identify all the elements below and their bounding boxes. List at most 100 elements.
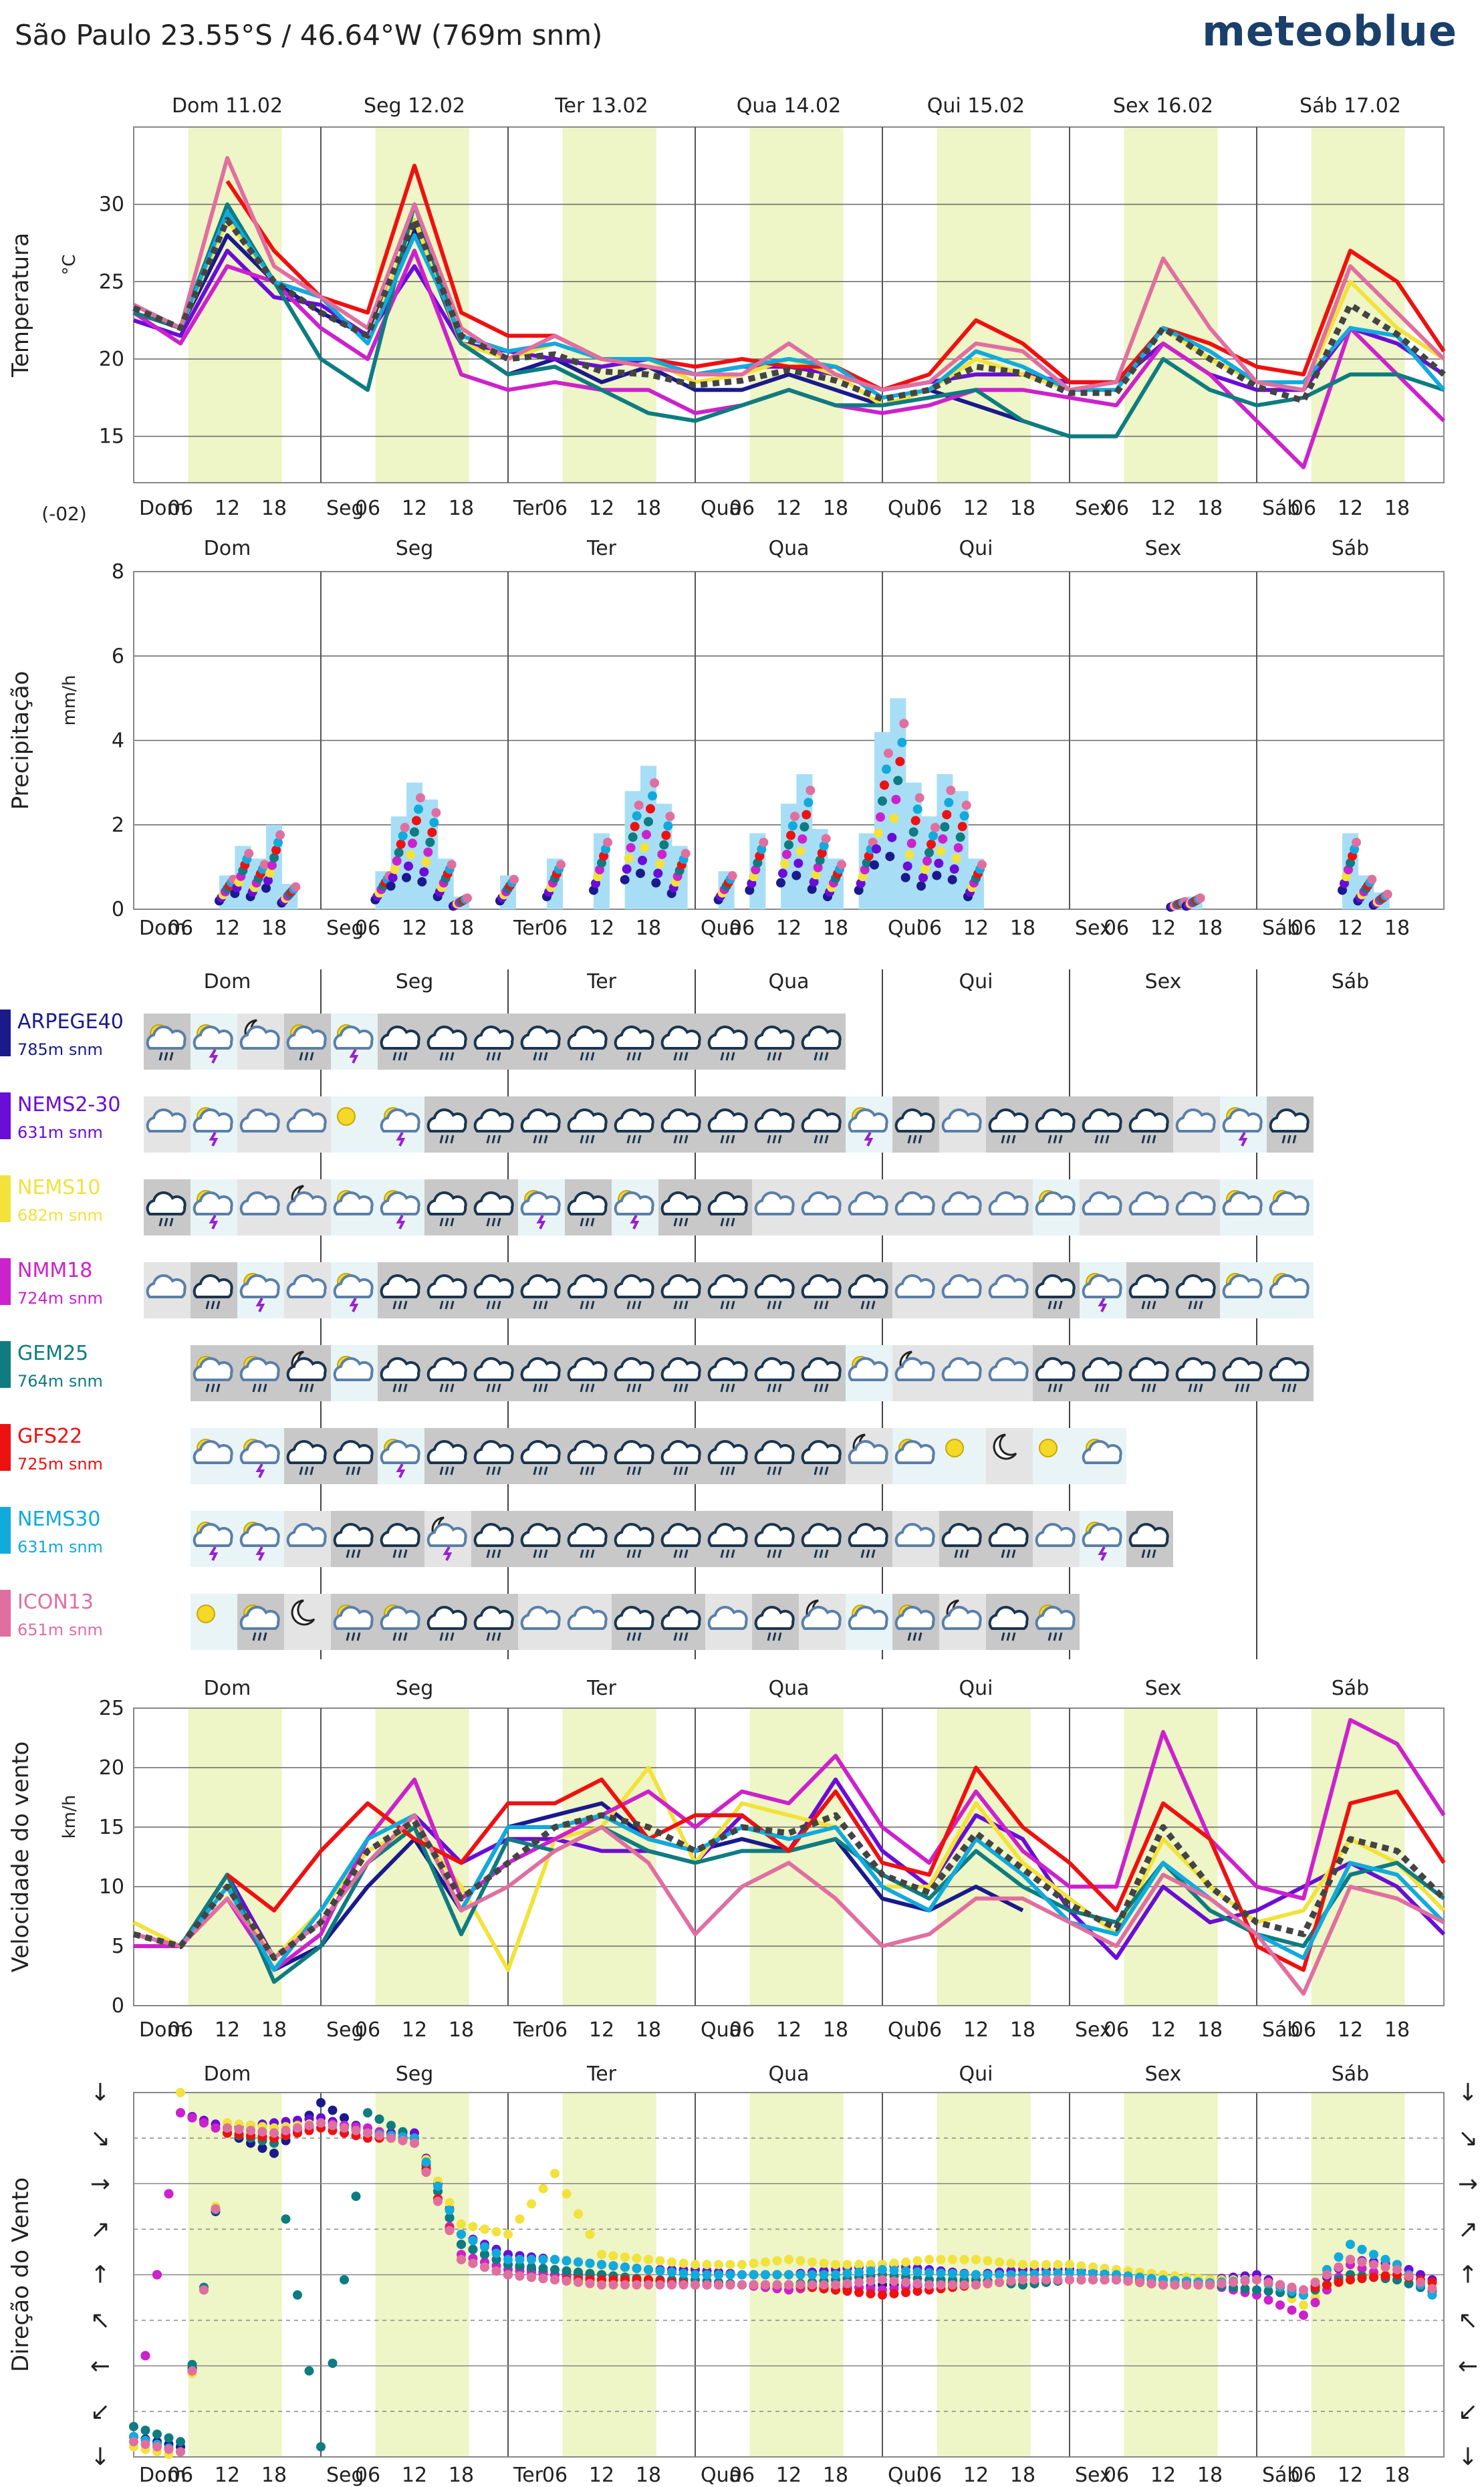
cloud-icon [801, 1108, 842, 1133]
rain-drop-icon [767, 1632, 771, 1641]
cloud-rain-icon [754, 1522, 795, 1558]
direction-dot-arpege40 [328, 2105, 338, 2115]
direction-dot-icon13 [1100, 2275, 1110, 2285]
rain-drop-icon [304, 1466, 309, 1475]
series-line-mean [132, 1812, 1447, 1962]
rain-drop-icon [392, 1632, 397, 1641]
cloud-icon [707, 1191, 748, 1215]
cloud-icon [988, 1108, 1029, 1133]
direction-dot-nems30 [948, 2268, 957, 2278]
precip-model-dot [949, 864, 959, 874]
precip-model-dot [657, 849, 667, 859]
x-hour-tick: 18 [636, 917, 661, 940]
day-label: Seg [396, 537, 434, 560]
rain-drop-icon [486, 1135, 491, 1144]
cloud-rain-icon [380, 1274, 420, 1310]
direction-dot-icon13 [632, 2280, 642, 2290]
precip-model-dot [793, 858, 803, 868]
rain-drop-icon [673, 1632, 678, 1641]
direction-dot-arpege40 [257, 2143, 267, 2153]
precip-model-dot [803, 798, 814, 808]
x-hour-tick: 06 [729, 2464, 755, 2487]
rain-drop-icon [445, 1632, 449, 1641]
cloud-icon [286, 1025, 327, 1050]
rain-drop-icon [959, 1549, 964, 1558]
rain-drop-icon [585, 1217, 590, 1227]
direction-dot-nems30 [854, 2267, 864, 2277]
cloud-icon [193, 1108, 233, 1133]
sun-cloud-icon [333, 1356, 374, 1381]
direction-dot-nems30 [632, 2264, 642, 2274]
direction-arrow-left: ↓ [90, 2444, 110, 2471]
precip-model-dot [936, 846, 946, 856]
direction-dot-icon13 [293, 2123, 302, 2133]
direction-dot-gem25 [293, 2290, 302, 2300]
direction-dot-nems10 [1299, 2300, 1308, 2310]
series-line-mean [132, 217, 1446, 404]
precip-model-dot [918, 872, 928, 882]
cloud-icon [660, 1522, 701, 1547]
lightning-icon [209, 1214, 219, 1229]
direction-dot-icon13 [246, 2125, 255, 2135]
direction-dot-nems10 [959, 2254, 969, 2264]
day-label: Ter [586, 537, 617, 560]
rain-drop-icon [678, 1135, 683, 1144]
x-hour-tick: 18 [823, 917, 848, 940]
direction-dot-gfs22 [901, 2287, 910, 2297]
rain-drop-icon [398, 1383, 402, 1393]
lightning-icon [630, 1214, 640, 1229]
cloud-rain-icon [426, 1356, 467, 1393]
direction-dot-icon13 [1158, 2280, 1168, 2290]
rain-drop-icon [824, 1052, 829, 1061]
direction-dot-nmm18 [152, 2270, 162, 2280]
precip-model-dot [431, 808, 441, 818]
x-hour-tick: 06 [168, 917, 193, 940]
cloud-icon [286, 1439, 327, 1464]
rain-drop-icon [450, 1300, 455, 1310]
precip-model-dot [922, 856, 932, 866]
rain-drop-icon [392, 1300, 397, 1310]
x-hour-tick: 12 [589, 2464, 614, 2487]
precip-model-dot [636, 868, 645, 878]
cloud-icon [286, 1356, 327, 1381]
precip-model-dot [885, 852, 895, 862]
rain-drop-icon [1292, 1383, 1297, 1393]
x-hour-tick: 18 [1010, 497, 1035, 520]
precip-model-dot [784, 840, 793, 850]
y-axis-unit: mm/h [59, 675, 80, 726]
precip-model-dot [640, 842, 649, 852]
direction-dot-gem25 [457, 2240, 466, 2250]
cloud-icon [239, 1605, 280, 1630]
direction-dot-nems10 [924, 2254, 934, 2264]
direction-dot-nems30 [678, 2268, 689, 2278]
precip-model-dot [404, 861, 413, 871]
moon-icon [291, 1599, 316, 1626]
rain-drop-icon [585, 1300, 590, 1310]
sun-cloud-icon [1082, 1439, 1122, 1464]
rain-drop-icon [731, 1300, 735, 1310]
x-day-tick: Seg [326, 2018, 364, 2042]
rain-drop-icon [543, 1300, 548, 1310]
cloud-icon [754, 1191, 795, 1215]
x-hour-tick: 18 [636, 497, 661, 520]
sun-cloud-rain-icon [286, 1024, 327, 1061]
direction-dot-arpege40 [340, 2113, 349, 2123]
x-day-tick: Sex [1075, 2018, 1112, 2042]
day-label: Sex [1145, 970, 1182, 993]
cloud-icon [707, 1605, 748, 1630]
rain-drop-icon [445, 1300, 449, 1310]
rain-drop-icon [684, 1549, 689, 1558]
cloud-icon [894, 1274, 935, 1298]
day-label: Seg [396, 2062, 434, 2086]
precip-model-dot [620, 874, 630, 884]
x-day-tick: Qua [701, 2464, 741, 2487]
rain-drop-icon [299, 1052, 303, 1061]
cloud-icon [567, 1439, 608, 1464]
rain-drop-icon [918, 1135, 922, 1144]
moon-cloud-rain-icon [286, 1350, 327, 1393]
rain-drop-icon [965, 1549, 969, 1558]
precip-model-dot [895, 757, 905, 767]
rain-drop-icon [678, 1052, 683, 1061]
rain-drop-icon [310, 1052, 314, 1061]
x-day-tick: Qua [701, 497, 741, 520]
